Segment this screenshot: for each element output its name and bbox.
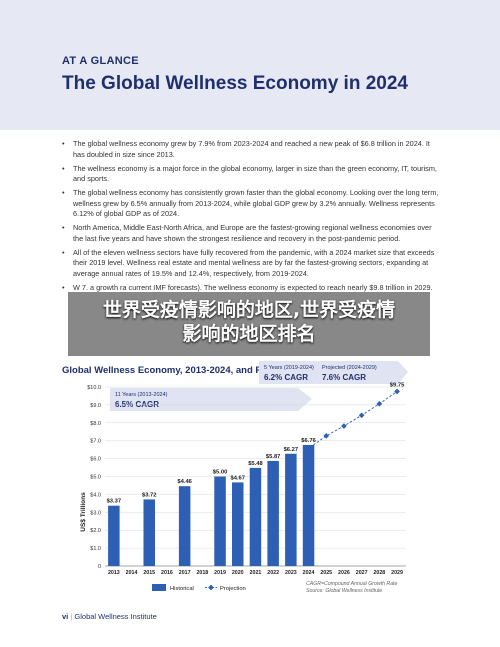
y-axis-label: US$ Trillions xyxy=(80,492,87,532)
projection-point xyxy=(376,400,383,407)
x-tick-label: 2017 xyxy=(179,570,191,576)
bar xyxy=(285,453,297,566)
legend-historical-label: Historical xyxy=(170,586,194,592)
y-tick-label: $8.0 xyxy=(90,421,101,427)
wellness-economy-chart: 11 Years (2013-2024) 6.5% CAGR 5 Years (… xyxy=(80,361,408,592)
bar xyxy=(267,460,279,566)
y-tick-label: $10.0 xyxy=(87,385,101,391)
y-tick-label: $6.0 xyxy=(90,457,101,463)
bar xyxy=(143,499,155,566)
bar-value-label: $6.27 xyxy=(284,447,299,453)
bar-value-label: $3.72 xyxy=(142,492,157,498)
x-tick-label: 2029 xyxy=(391,570,403,576)
legend-projection-marker xyxy=(208,584,214,591)
projection-line xyxy=(313,391,398,446)
projection-point xyxy=(358,412,365,419)
footer-org: Global Wellness Institute xyxy=(74,612,157,621)
bar-value-label: $5.48 xyxy=(248,461,263,467)
section-kicker: AT A GLANCE xyxy=(62,55,139,67)
overlay-watermark-banner: 世界受疫情影响的地区,世界受疫情 影响的地区排名 xyxy=(68,292,430,356)
x-tick-label: 2023 xyxy=(285,570,297,576)
chart-title: Global Wellness Economy, 2013-2024, and … xyxy=(62,365,358,376)
legend-historical-swatch xyxy=(152,584,166,591)
callout-5-period: 5 Years (2019-2024) xyxy=(264,365,314,371)
x-tick-label: 2015 xyxy=(143,570,155,576)
x-tick-label: 2028 xyxy=(373,570,385,576)
header-band: AT A GLANCE The Global Wellness Economy … xyxy=(0,0,500,130)
y-tick-label: $4.0 xyxy=(90,492,101,498)
y-tick-label: $5.0 xyxy=(90,475,101,481)
callout-11-years xyxy=(110,388,312,411)
overlay-line-1: 世界受疫情影响的地区,世界受疫情 xyxy=(102,299,396,321)
footer-separator: | xyxy=(70,612,73,621)
x-tick-label: 2014 xyxy=(126,570,138,576)
projection-point xyxy=(341,423,347,429)
bar xyxy=(108,505,120,566)
y-tick-label: $1.0 xyxy=(90,546,101,552)
legend-projection-label: Projection xyxy=(220,586,246,592)
overlay-line-2: 影响的地区排名 xyxy=(182,323,316,345)
bar xyxy=(178,486,191,566)
callout-5-value: 6.2% CAGR xyxy=(264,373,308,382)
chart-footnote: CAGR=Compound Annual Growth Rate Source:… xyxy=(306,581,397,594)
bullet-item: North America, Middle East-North Africa,… xyxy=(62,223,442,244)
page-title: The Global Wellness Economy in 2024 xyxy=(62,73,408,94)
bullet-item: The global wellness economy has consiste… xyxy=(62,188,442,220)
x-tick-label: 2027 xyxy=(356,570,368,576)
bar-value-label: $6.76 xyxy=(301,438,316,444)
bullet-item: W 7. a growth ra xyxy=(62,283,442,294)
projection-point xyxy=(323,433,330,439)
x-tick-label: 2016 xyxy=(161,570,173,576)
bullet-list: The global wellness economy grew by 7.9%… xyxy=(62,139,442,297)
bar xyxy=(249,467,262,566)
page-footer: vi | Global Wellness Institute xyxy=(62,612,157,621)
bar-value-label: $5.87 xyxy=(266,454,281,460)
x-tick-label: 2024 xyxy=(303,570,315,576)
bar xyxy=(232,482,244,566)
bullet-item: The global wellness economy grew by 7.9%… xyxy=(62,139,442,160)
projection-value-label: $9.75 xyxy=(390,382,405,388)
callout-11-value: 6.5% CAGR xyxy=(115,400,159,409)
x-tick-label: 2021 xyxy=(250,570,262,576)
x-tick-label: 2025 xyxy=(320,570,332,576)
bullet-item: The wellness economy is a major force in… xyxy=(62,164,442,185)
callout-11-period: 11 Years (2013-2024) xyxy=(115,392,168,398)
bar xyxy=(214,476,226,566)
page-number: vi xyxy=(62,612,69,621)
bar-value-label: $4.46 xyxy=(177,479,192,485)
x-tick-label: 2019 xyxy=(214,570,226,576)
bar-value-label: $3.37 xyxy=(107,499,122,505)
bar-value-label: $5.00 xyxy=(213,470,228,476)
x-tick-label: 2026 xyxy=(338,570,350,576)
y-tick-label: 0 xyxy=(98,564,101,570)
x-tick-label: 2018 xyxy=(196,570,208,576)
callout-projected xyxy=(317,361,408,384)
bullet-item: All of the eleven wellness sectors have … xyxy=(62,248,442,280)
x-tick-label: 2013 xyxy=(108,570,120,576)
x-tick-label: 2022 xyxy=(267,570,279,576)
y-tick-label: $7.0 xyxy=(90,439,101,445)
callout-projected-value: 7.6% CAGR xyxy=(322,373,366,382)
y-tick-label: $9.0 xyxy=(90,403,101,409)
y-tick-label: $3.0 xyxy=(90,510,101,516)
bar-value-label: $4.67 xyxy=(230,475,245,481)
footnote-source: Source: Global Wellness Institute xyxy=(306,587,383,594)
bar xyxy=(302,444,315,566)
callout-5-years xyxy=(259,361,326,384)
y-tick-label: $2.0 xyxy=(90,528,101,534)
x-tick-label: 2020 xyxy=(232,570,244,576)
projection-point xyxy=(394,388,400,395)
footnote-definition: CAGR=Compound Annual Growth Rate xyxy=(306,581,398,587)
callout-projected-period: Projected (2024-2029) xyxy=(322,365,377,371)
